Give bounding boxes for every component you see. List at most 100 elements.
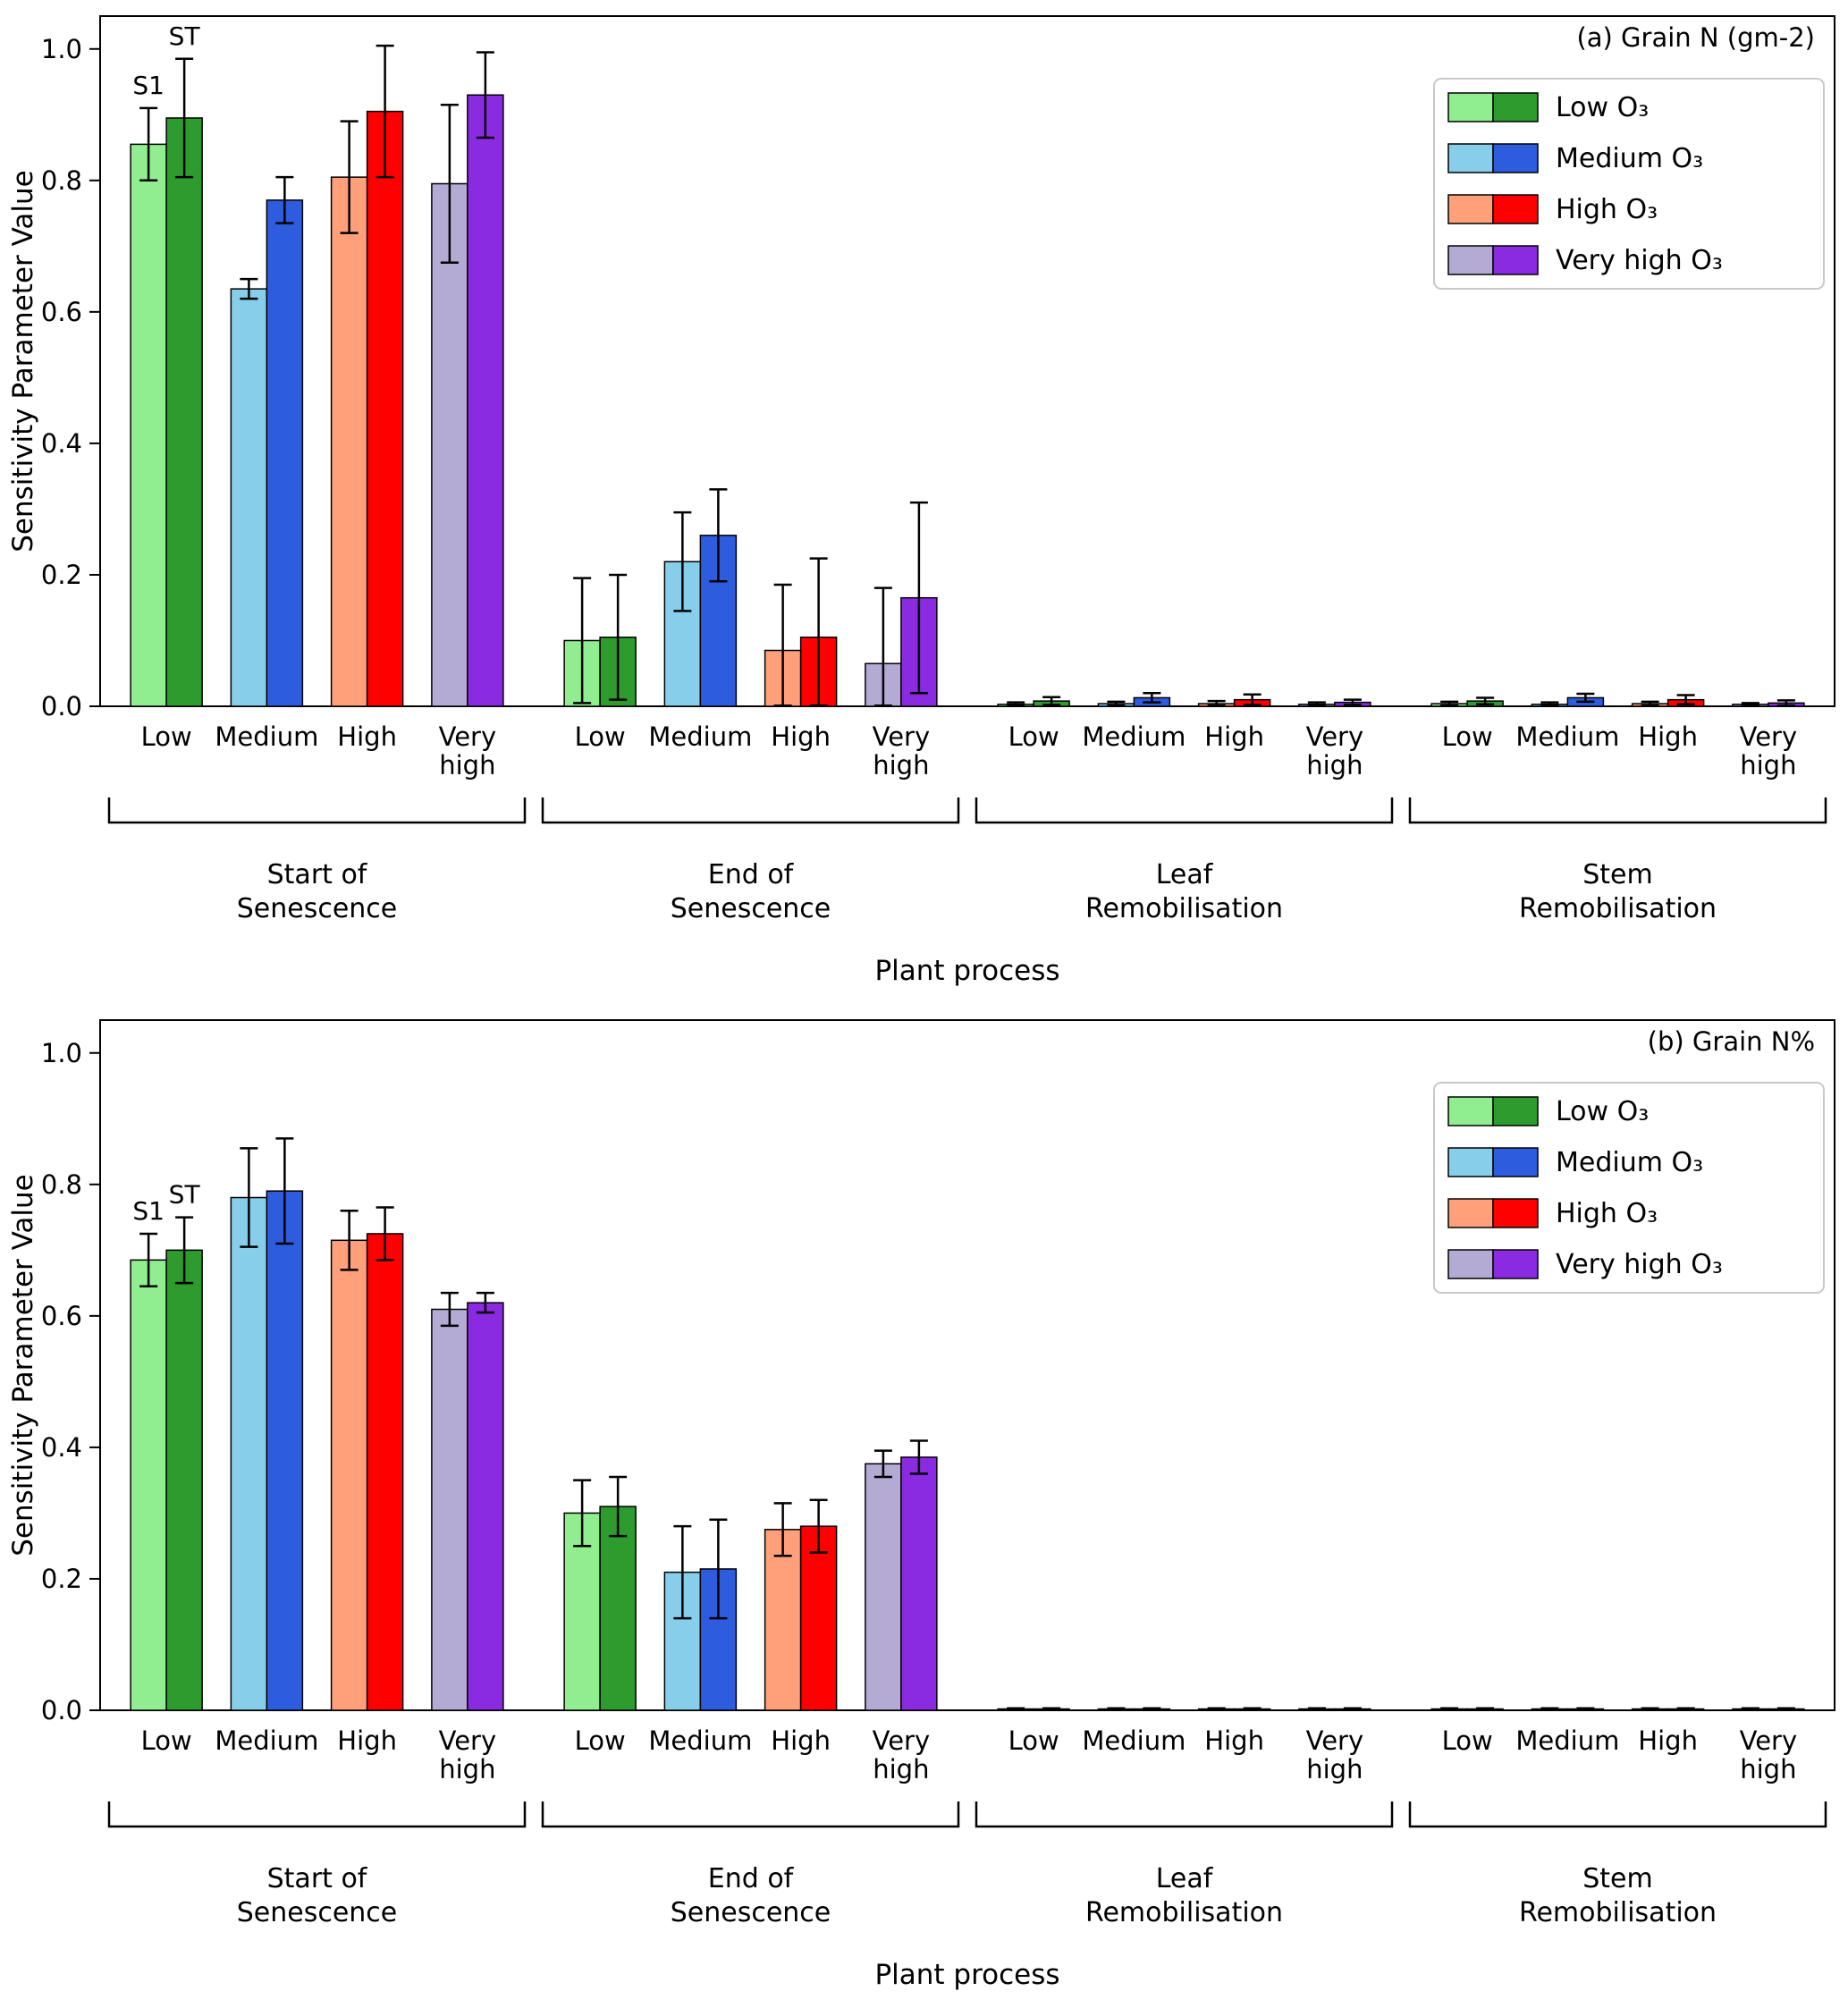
bar-s1 — [130, 143, 167, 707]
x-tick-label: High — [337, 721, 397, 752]
group-bracket — [975, 797, 1394, 824]
process-label: Remobilisation — [1519, 1897, 1717, 1928]
legend-swatch-dark — [1492, 245, 1539, 275]
y-tick-label: 0.2 — [41, 1564, 82, 1594]
y-tick-label: 0.8 — [41, 165, 82, 196]
bar-st — [366, 110, 404, 707]
x-tick-label: high — [1740, 750, 1796, 780]
x-tick-label: Medium — [648, 721, 752, 752]
x-tick-label: Low — [575, 721, 626, 752]
legend-box — [1433, 1082, 1825, 1294]
bar-st — [165, 1249, 203, 1711]
panel-title: (a) Grain N (gm-2) — [1576, 22, 1815, 53]
bar-st — [165, 117, 203, 707]
legend-swatch-dark — [1492, 143, 1539, 173]
bar-s1 — [330, 176, 368, 707]
x-tick-label: High — [771, 1725, 831, 1756]
bar-s1 — [130, 1259, 167, 1711]
x-tick-label: Very — [439, 721, 497, 752]
bar-st — [467, 1302, 504, 1711]
x-tick-label: Medium — [1515, 1725, 1619, 1756]
group-bracket — [541, 797, 960, 824]
x-tick-label: Medium — [215, 721, 318, 752]
legend-label: Low O₃ — [1556, 92, 1649, 123]
legend-label: Medium O₃ — [1556, 1147, 1703, 1178]
bar-s1 — [330, 1239, 368, 1711]
bar-st — [900, 1456, 938, 1711]
legend-swatch-dark — [1492, 1096, 1539, 1126]
y-tick-label: 0.4 — [41, 1432, 82, 1463]
process-label: Senescence — [671, 1897, 831, 1928]
y-axis-label: Sensitivity Parameter Value — [7, 1174, 39, 1557]
x-tick-label: Very — [1740, 721, 1798, 752]
x-tick-label: high — [873, 1754, 929, 1784]
legend-box — [1433, 78, 1825, 290]
process-label: Remobilisation — [1519, 893, 1717, 924]
x-tick-label: Medium — [1082, 721, 1186, 752]
x-tick-label: Low — [1008, 1725, 1059, 1756]
bar-st — [467, 94, 504, 707]
y-tick-label: 0.4 — [41, 428, 82, 459]
x-tick-label: Medium — [215, 1725, 318, 1756]
panel-a-chart: 0.0 0.2 0.4 0.6 0.8 1.0 Sensitivity Parameter … — [7, 15, 1835, 987]
x-tick-label: high — [1740, 1754, 1796, 1784]
bar-annotation-s1: S1 — [132, 1196, 165, 1226]
legend-swatch-dark — [1492, 194, 1539, 224]
panel-title: (b) Grain N% — [1648, 1026, 1815, 1057]
x-tick-label: Very — [873, 1725, 931, 1756]
process-label: Senescence — [237, 1897, 398, 1928]
x-tick-label: Very — [1740, 1725, 1798, 1756]
process-label: Stem — [1582, 1863, 1653, 1894]
process-label: Leaf — [1156, 1863, 1214, 1894]
y-tick-label: 0.6 — [41, 297, 82, 327]
bar-st — [266, 1190, 304, 1711]
y-tick-label: 0.2 — [41, 560, 82, 590]
x-tick-label: high — [1306, 750, 1363, 780]
panel-b-chart: 0.0 0.2 0.4 0.6 0.8 1.0 Sensitivity Parameter … — [7, 1019, 1835, 1991]
bar-st — [599, 1506, 637, 1711]
group-bracket — [1408, 797, 1827, 824]
process-label: End of — [708, 1863, 795, 1894]
bar-st — [266, 199, 304, 707]
x-axis-label: Plant process — [874, 1959, 1059, 1991]
x-tick-label: High — [1638, 1725, 1698, 1756]
process-label: Remobilisation — [1085, 1897, 1283, 1928]
bar-s1 — [230, 288, 268, 707]
process-label: Start of — [267, 1863, 368, 1894]
x-tick-label: Medium — [1515, 721, 1619, 752]
y-tick-label: 0.6 — [41, 1301, 82, 1331]
group-bracket — [541, 1801, 960, 1828]
legend-swatch-dark — [1492, 1147, 1539, 1177]
legend-swatch-light — [1447, 194, 1494, 224]
x-tick-label: High — [1204, 1725, 1264, 1756]
legend-swatch-light — [1447, 1249, 1494, 1279]
legend-swatch-dark — [1492, 1198, 1539, 1228]
legend-swatch-dark — [1492, 1249, 1539, 1279]
x-tick-label: High — [1638, 721, 1698, 752]
process-label: End of — [708, 859, 795, 890]
process-label: Start of — [267, 859, 368, 890]
legend-label: High O₃ — [1556, 194, 1658, 225]
legend-swatch-light — [1447, 92, 1494, 122]
x-tick-label: Medium — [648, 1725, 752, 1756]
bar-s1 — [865, 1463, 902, 1711]
legend-label: Very high O₃ — [1556, 1249, 1723, 1280]
y-tick-label: 1.0 — [41, 1038, 82, 1068]
legend-swatch-light — [1447, 1198, 1494, 1228]
x-tick-label: Low — [1442, 721, 1493, 752]
process-label: Remobilisation — [1085, 893, 1283, 924]
bar-annotation-st: ST — [169, 1180, 201, 1210]
bar-st — [366, 1233, 404, 1711]
legend-label: High O₃ — [1556, 1198, 1658, 1229]
x-axis-label: Plant process — [874, 955, 1059, 987]
legend-swatch-light — [1447, 1096, 1494, 1126]
group-bracket — [107, 1801, 527, 1828]
legend-swatch-light — [1447, 245, 1494, 275]
y-tick-label: 0.8 — [41, 1169, 82, 1200]
legend-swatch-dark — [1492, 92, 1539, 122]
x-tick-label: High — [337, 1725, 397, 1756]
x-tick-label: Very — [1306, 1725, 1364, 1756]
legend-label: Low O₃ — [1556, 1096, 1649, 1127]
y-axis-label: Sensitivity Parameter Value — [7, 170, 39, 553]
